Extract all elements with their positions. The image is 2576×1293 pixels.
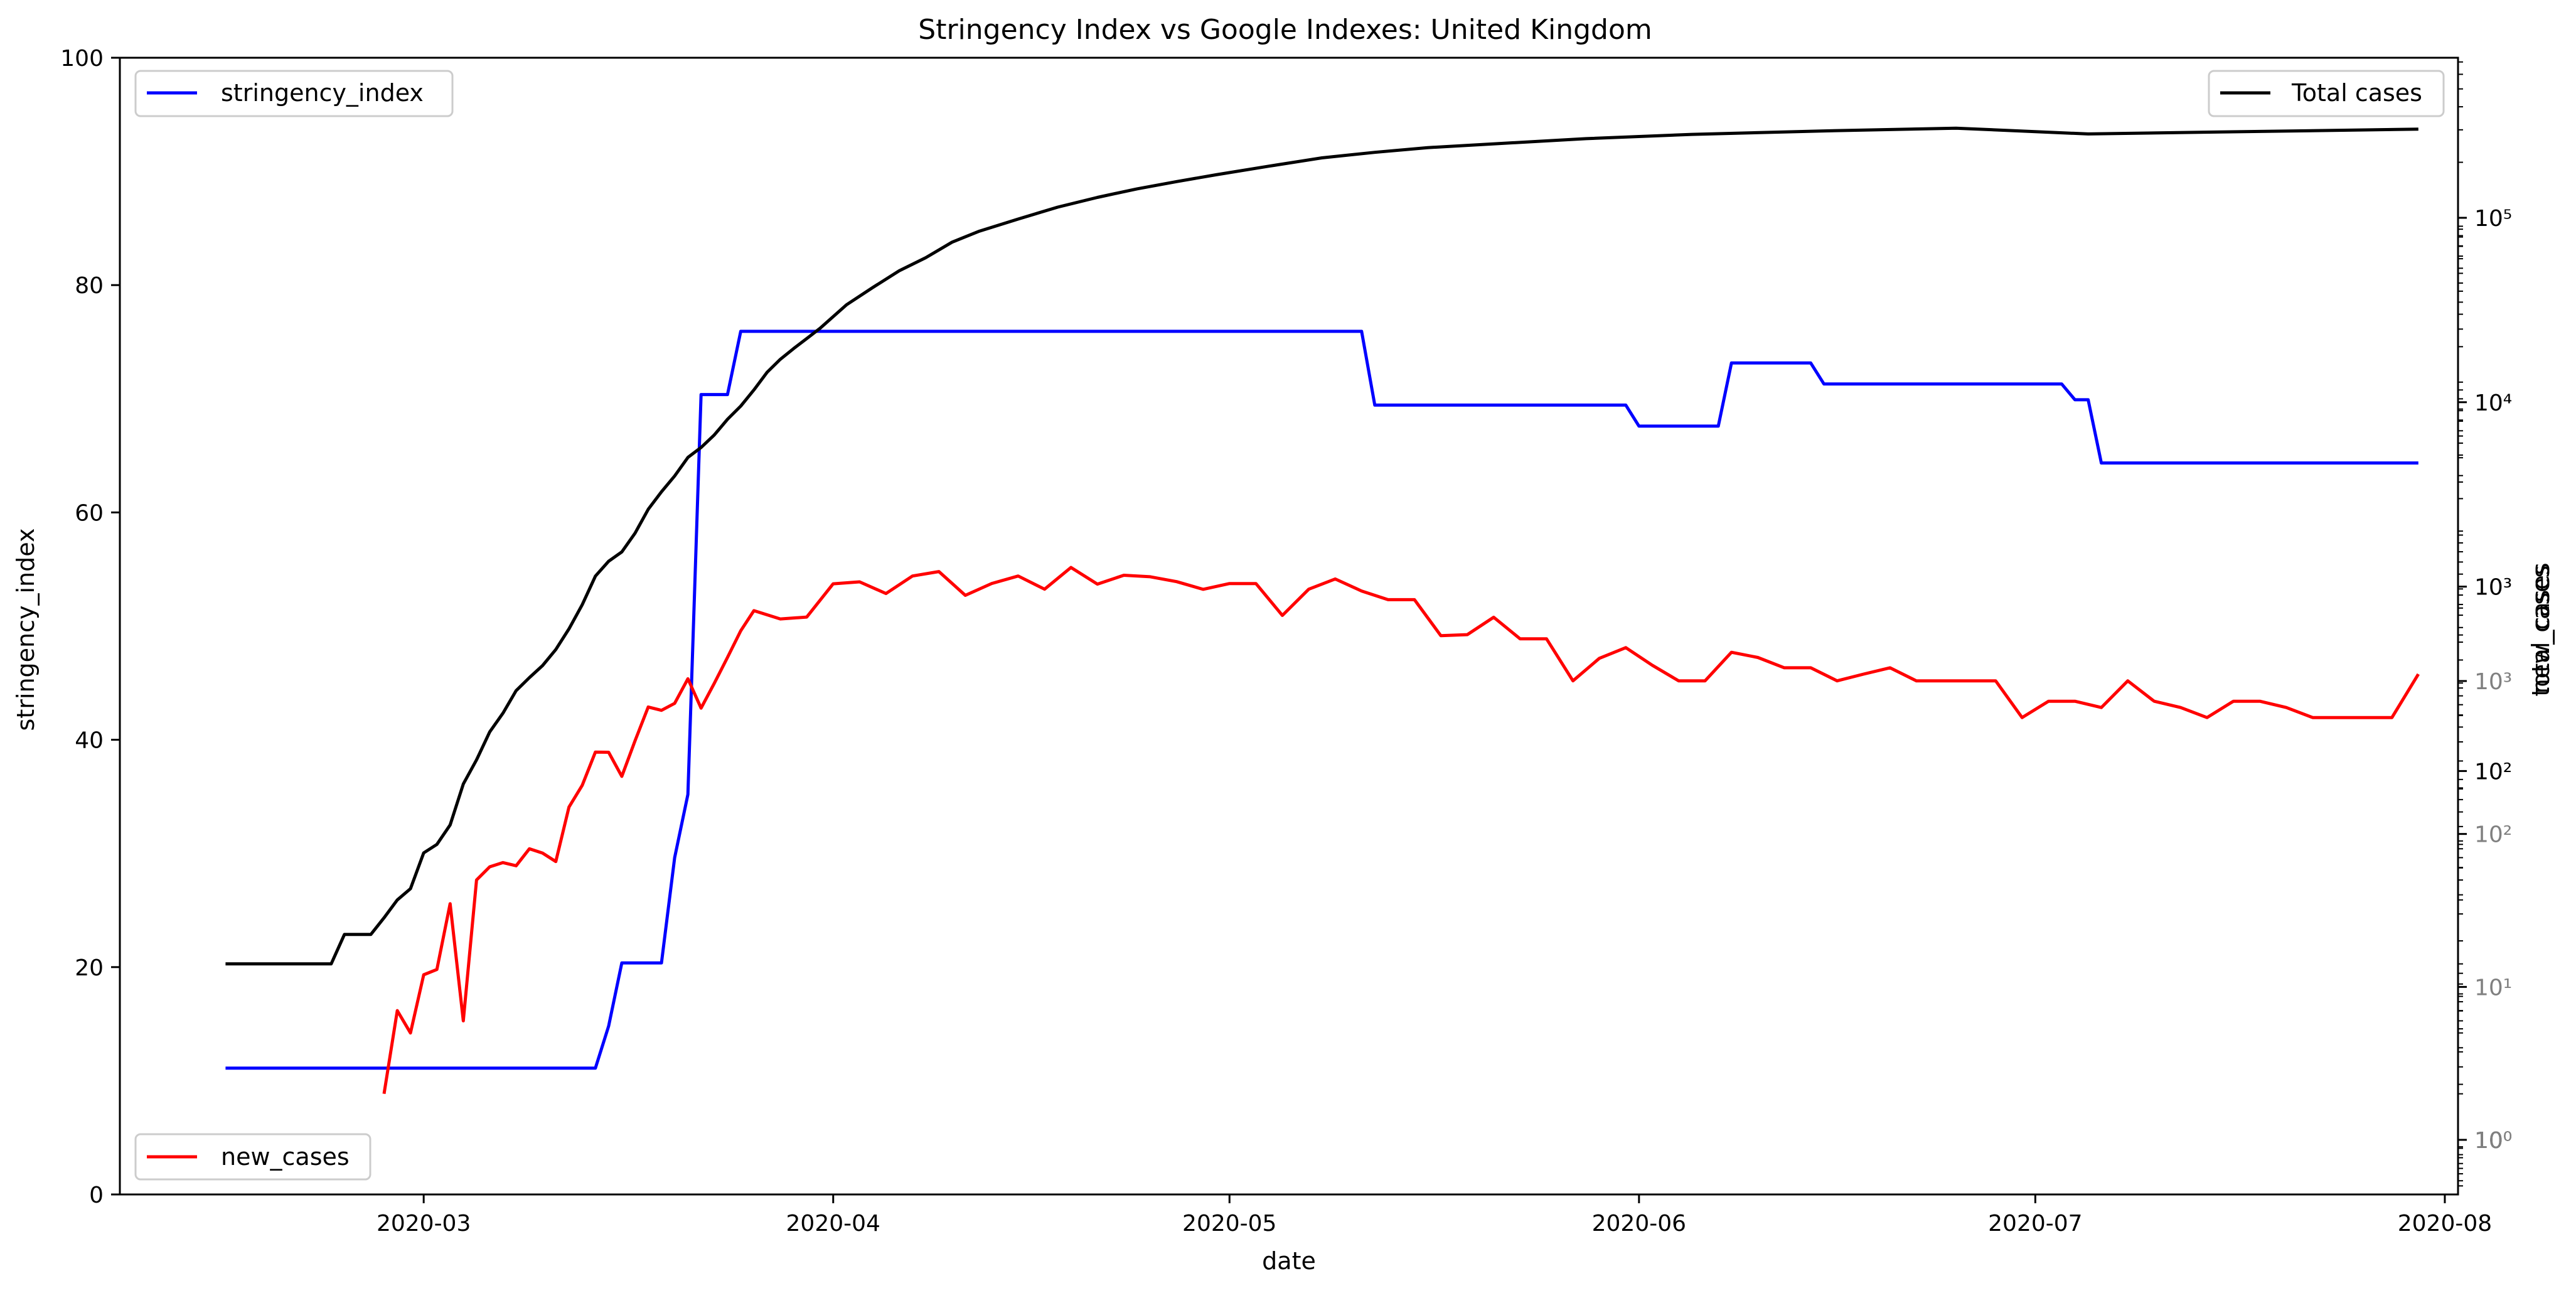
chart-title: Stringency Index vs Google Indexes: Unit…: [918, 14, 1652, 46]
legend-label-total-cases: Total cases: [2291, 79, 2422, 107]
right-axis-label-total-cases: total_cases: [2527, 562, 2555, 696]
plot-area: [225, 126, 2420, 1094]
series-line-new-cases: [382, 566, 2420, 1094]
right-axis-label-new-cases: new_cases: [2527, 566, 2555, 694]
right-tick-label: 10⁰: [2474, 1128, 2512, 1154]
right-tick-label: 10³: [2474, 575, 2512, 601]
x-axis-label: date: [1262, 1247, 1316, 1275]
plot-frame: [119, 56, 2459, 1196]
left-tick-label: 40: [75, 728, 104, 754]
right-tick-label: 10²: [2474, 822, 2512, 848]
x-tick-label: 2020-07: [1988, 1211, 2082, 1237]
x-tick-label: 2020-05: [1182, 1211, 1276, 1237]
legend-new-cases: new_cases: [134, 1133, 371, 1181]
x-tick-label: 2020-06: [1592, 1211, 1686, 1237]
left-tick-label: 80: [75, 273, 104, 299]
right-tick-label: 10²: [2474, 759, 2512, 785]
legend-label-stringency-index: stringency_index: [221, 79, 424, 107]
right-tick-label: 10⁴: [2474, 390, 2512, 416]
x-tick-label: 2020-08: [2398, 1211, 2492, 1237]
right-tick-label: 10¹: [2474, 975, 2512, 1001]
x-tick-label: 2020-04: [786, 1211, 880, 1237]
legend-total-cases: Total cases: [2208, 70, 2445, 117]
left-tick-label: 20: [75, 955, 104, 981]
series-line-stringency-index: [225, 330, 2418, 1070]
right-tick-label: 10⁰: [2474, 1128, 2512, 1154]
right-tick-label: 10³: [2474, 669, 2512, 695]
x-tick-label: 2020-03: [377, 1211, 471, 1237]
series-line-total-cases: [225, 126, 2418, 966]
left-tick-label: 0: [89, 1183, 104, 1208]
left-axis-label: stringency_index: [12, 528, 40, 731]
legend-stringency-index: stringency_index: [134, 70, 454, 117]
axes: 2020-03 2020-04 2020-05 2020-06 2020-07 2020-…: [60, 46, 2512, 1237]
left-tick-label: 60: [75, 500, 104, 526]
left-tick-label: 100: [60, 46, 104, 72]
legend-label-new-cases: new_cases: [221, 1143, 350, 1171]
right-tick-label: 10⁵: [2474, 206, 2512, 232]
